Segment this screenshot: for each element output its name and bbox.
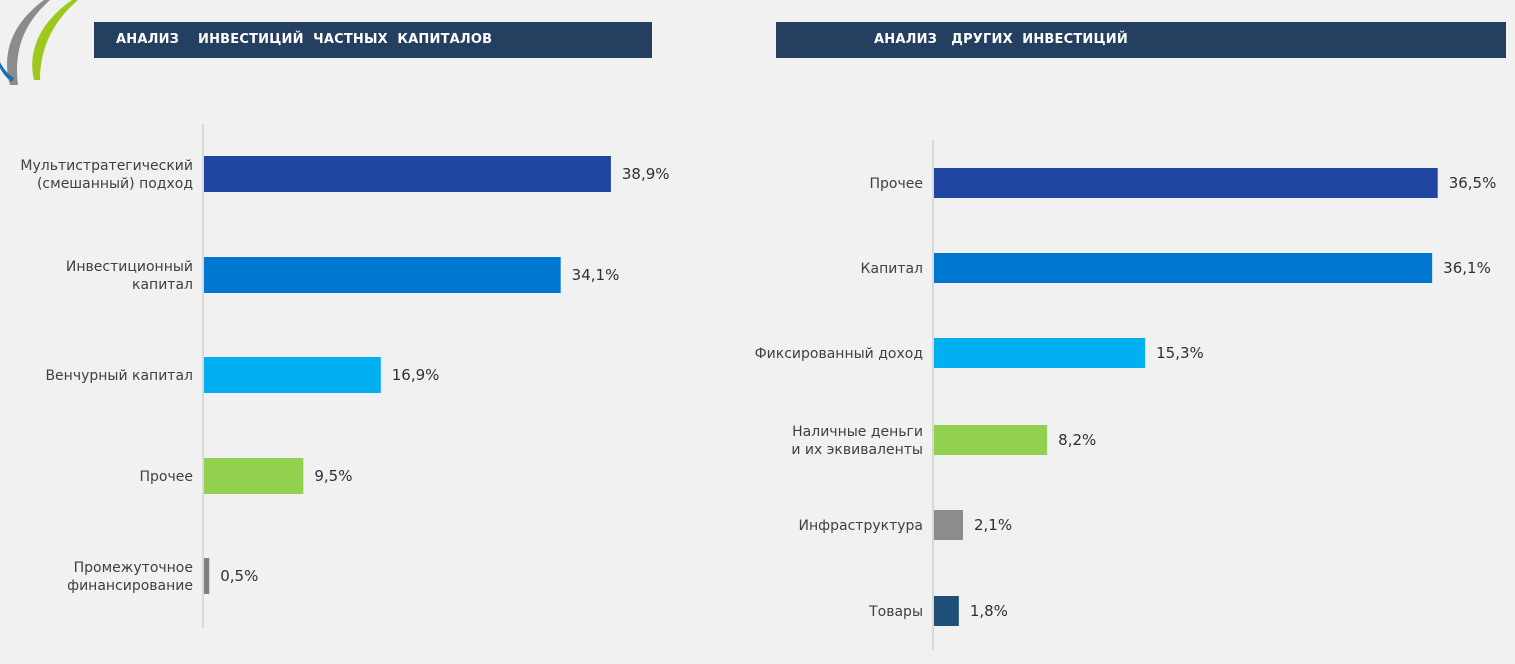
logo-swoosh-icon bbox=[0, 0, 78, 85]
right-bar-2 bbox=[934, 253, 1433, 283]
right-bar-6 bbox=[934, 596, 959, 626]
right-value-label-2: 36,1% bbox=[1443, 259, 1491, 277]
right-category-label-1: Прочее bbox=[870, 176, 923, 192]
left-bar-1 bbox=[204, 156, 611, 192]
left-bar-4 bbox=[204, 458, 304, 494]
left-category-label-3: Венчурный капитал bbox=[45, 368, 193, 384]
left-category-label-1-line-2: (смешанный) подход bbox=[37, 176, 193, 192]
left-category-label-1-line-1: Мультистратегический bbox=[20, 158, 193, 174]
left-bar-3 bbox=[204, 357, 381, 393]
right-category-label-3: Фиксированный доход bbox=[755, 346, 923, 362]
right-category-label-5: Инфраструктура bbox=[799, 518, 923, 534]
left-value-label-4: 9,5% bbox=[314, 467, 352, 485]
right-value-label-4: 8,2% bbox=[1058, 431, 1096, 449]
right-category-label-6: Товары bbox=[868, 604, 923, 620]
chart-title-private-equity: АНАЛИЗ ИНВЕСТИЦИЙ ЧАСТНЫХ КАПИТАЛОВ bbox=[94, 22, 652, 58]
right-bar-1 bbox=[934, 168, 1438, 198]
left-value-label-5: 0,5% bbox=[220, 567, 258, 585]
right-category-label-2: Капитал bbox=[861, 261, 923, 277]
right-category-label-4-line-2: и их эквиваленты bbox=[791, 442, 923, 458]
private-equity-bar-chart: 38,9% Мультистратегический (смешанный) под… bbox=[20, 124, 670, 628]
right-bar-3 bbox=[934, 338, 1146, 368]
left-value-label-3: 16,9% bbox=[392, 366, 440, 384]
right-value-label-5: 2,1% bbox=[974, 516, 1012, 534]
right-value-label-6: 1,8% bbox=[970, 602, 1008, 620]
right-category-label-4-line-1: Наличные деньги bbox=[792, 424, 923, 440]
right-bar-5 bbox=[934, 510, 963, 540]
left-value-label-2: 34,1% bbox=[572, 266, 620, 284]
left-bar-2 bbox=[204, 257, 561, 293]
left-category-label-5-line-2: финансирование bbox=[67, 578, 193, 594]
left-category-label-2-line-1: Инвестиционный bbox=[66, 259, 193, 275]
right-value-label-1: 36,5% bbox=[1449, 174, 1497, 192]
right-value-label-3: 15,3% bbox=[1156, 344, 1204, 362]
left-value-label-1: 38,9% bbox=[622, 165, 670, 183]
chart-title-other-investments: АНАЛИЗ ДРУГИХ ИНВЕСТИЦИЙ bbox=[776, 22, 1506, 58]
right-bar-4 bbox=[934, 425, 1048, 455]
left-category-label-4: Прочее bbox=[140, 469, 193, 485]
left-category-label-5-line-1: Промежуточное bbox=[74, 560, 193, 576]
left-category-label-2-line-2: капитал bbox=[132, 277, 193, 293]
left-bar-5 bbox=[204, 558, 210, 594]
